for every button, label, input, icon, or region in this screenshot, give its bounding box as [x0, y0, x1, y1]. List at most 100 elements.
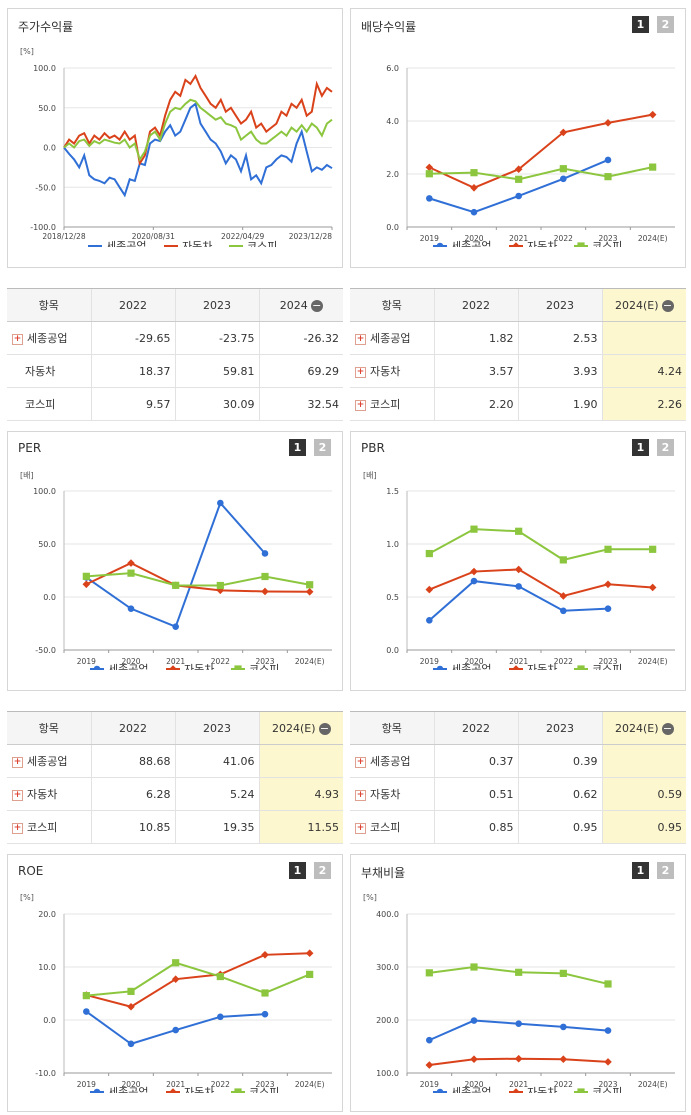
x-tick-label: 2021: [509, 1080, 528, 1089]
x-tick-label: 2020: [464, 1080, 483, 1089]
row-label[interactable]: + 자동차: [350, 354, 434, 388]
expand-icon[interactable]: +: [355, 756, 366, 768]
x-tick-label: 2022: [554, 657, 573, 666]
series-line-auto: [428, 568, 653, 598]
table-cell: 18.37: [90, 354, 175, 388]
collapse-icon[interactable]: −: [318, 721, 331, 735]
page-2-button[interactable]: 2: [314, 439, 331, 456]
data-point-auto: [559, 1055, 568, 1064]
row-label[interactable]: + 세종공업: [7, 321, 91, 355]
table-cell: 0.95: [601, 810, 686, 844]
data-point-kospi: [559, 556, 567, 564]
collapse-icon[interactable]: −: [661, 298, 674, 312]
column-header: 항목: [350, 288, 434, 322]
data-point-kospi: [261, 572, 269, 581]
page-1-button[interactable]: 1: [289, 439, 306, 456]
row-label[interactable]: + 자동차: [7, 777, 91, 811]
data-point-kospi: [306, 581, 314, 589]
data-point-auto: [470, 1055, 478, 1064]
data-point-sejong: [515, 583, 522, 590]
page-2-button[interactable]: 2: [657, 439, 674, 456]
page-1-button[interactable]: 1: [632, 439, 649, 456]
data-point-auto: [261, 951, 269, 959]
legend-marker-auto: [512, 665, 520, 670]
column-header: 2024(E) −: [601, 711, 686, 745]
collapse-icon[interactable]: −: [310, 298, 323, 312]
x-tick-label: 2023: [598, 1080, 617, 1089]
panel-title: ROE: [18, 864, 44, 878]
row-label[interactable]: + 세종공업: [350, 321, 434, 355]
data-point-sejong: [426, 195, 433, 202]
row-label[interactable]: + 코스피: [350, 810, 434, 844]
y-tick-label: 100.0: [33, 64, 56, 73]
column-header: 2022: [90, 711, 175, 745]
y-tick-label: -50.0: [35, 183, 56, 192]
page-2-button[interactable]: 2: [657, 16, 674, 33]
x-tick-label: 2018/12/28: [42, 232, 85, 241]
legend-label-auto: 자동차: [182, 240, 212, 247]
page-1-button[interactable]: 1: [632, 862, 649, 879]
legend: 세종공업 자동차 코스피: [433, 663, 622, 670]
expand-icon[interactable]: +: [12, 789, 23, 801]
page-2-button[interactable]: 2: [657, 862, 674, 879]
x-tick-label: 2019: [77, 1080, 96, 1089]
y-tick-label: -50.0: [35, 646, 56, 655]
column-header: 2024(E) −: [601, 288, 686, 322]
expand-icon[interactable]: +: [355, 789, 366, 801]
data-point-sejong: [261, 550, 269, 557]
legend: 세종공업 자동차 코스피: [90, 663, 279, 670]
expand-icon[interactable]: +: [355, 399, 366, 411]
data-point-kospi: [515, 175, 523, 183]
table-cell: -26.32: [258, 321, 343, 355]
collapse-icon[interactable]: −: [661, 721, 674, 735]
table-cell: 0.62: [517, 777, 602, 811]
series-line-kospi: [86, 961, 311, 997]
table-cell: 10.85: [90, 810, 175, 844]
y-tick-label: 100.0: [33, 487, 56, 496]
x-tick-label: 2020: [464, 234, 483, 243]
row-label[interactable]: + 세종공업: [7, 744, 91, 778]
expand-icon[interactable]: +: [12, 333, 23, 345]
x-tick-label: 2024(E): [638, 234, 668, 243]
data-point-kospi: [649, 163, 657, 171]
expand-icon[interactable]: +: [355, 822, 366, 834]
row-label[interactable]: + 코스피: [7, 810, 91, 844]
x-tick-label: 2022/04/29: [221, 232, 264, 241]
row-label[interactable]: + 코스피: [350, 387, 434, 421]
legend-label-auto: 자동차: [184, 1086, 214, 1093]
data-point-kospi: [470, 963, 478, 971]
legend-marker-kospi: [577, 665, 585, 670]
x-tick-label: 2024(E): [295, 657, 325, 666]
data-point-auto: [559, 128, 568, 137]
x-tick-label: 2021: [509, 234, 528, 243]
data-point-auto: [82, 580, 91, 589]
table-cell: 5.24: [174, 777, 259, 811]
data-point-auto: [425, 163, 434, 172]
page-1-button[interactable]: 1: [289, 862, 306, 879]
y-tick-label: 10.0: [38, 963, 56, 972]
data-point-auto: [604, 119, 612, 127]
expand-icon[interactable]: +: [355, 366, 366, 378]
row-label[interactable]: + 자동차: [350, 777, 434, 811]
legend-marker-auto: [169, 1088, 177, 1093]
page-2-button[interactable]: 2: [314, 862, 331, 879]
series-line-auto: [86, 952, 310, 1008]
data-point-sejong: [127, 605, 135, 612]
table-cell: [258, 744, 343, 778]
data-point-kospi: [216, 581, 224, 590]
data-point-kospi: [82, 992, 90, 1000]
x-tick-label: 2022: [211, 1080, 230, 1089]
table-row: + 자동차 6.28 5.24 4.93: [7, 777, 343, 811]
data-point-auto: [470, 567, 478, 576]
table-cell: 32.54: [258, 387, 343, 421]
series-line-sejong: [85, 501, 266, 628]
expand-icon[interactable]: +: [12, 756, 23, 768]
legend-label-auto: 자동차: [527, 240, 557, 247]
table-row: + 세종공업 1.82 2.53: [350, 321, 686, 355]
expand-icon[interactable]: +: [12, 822, 23, 834]
table-header-row: 항목 2022 2023 2024(E) −: [350, 711, 686, 745]
expand-icon[interactable]: +: [355, 333, 366, 345]
page-1-button[interactable]: 1: [632, 16, 649, 33]
row-label[interactable]: + 세종공업: [350, 744, 434, 778]
y-tick-label: 4.0: [386, 117, 399, 126]
